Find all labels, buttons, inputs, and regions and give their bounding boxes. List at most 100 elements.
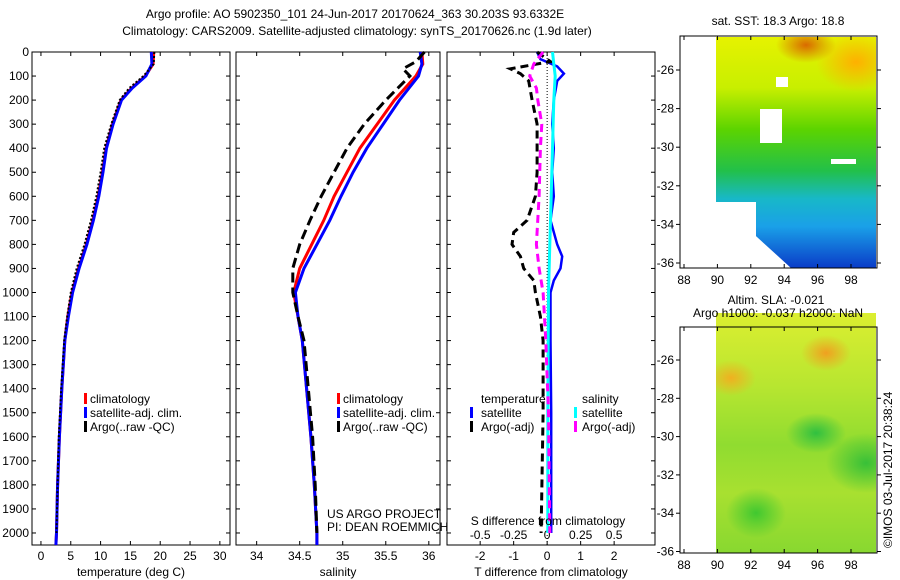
legend-title-salinity: salinity xyxy=(582,392,619,406)
x-tick-label: 34 xyxy=(250,549,264,563)
x-tick-label: 15 xyxy=(124,549,138,563)
y-tick-label: 1900 xyxy=(2,502,29,516)
x-tick-label: 36 xyxy=(422,549,436,563)
x-tick-label: -2 xyxy=(475,549,486,563)
series-line-argo-raw-qc- xyxy=(291,50,426,534)
map-x-tick-label: 90 xyxy=(711,558,725,572)
map-x-tick-label: 88 xyxy=(677,273,691,287)
legend-label: climatology xyxy=(90,392,150,406)
map-x-tick-label: 98 xyxy=(844,273,858,287)
map-x-tick-label: 96 xyxy=(811,558,825,572)
legend-mark-s-satellite xyxy=(574,407,577,418)
legend-label: climatology xyxy=(343,392,403,406)
map-y-tick-label: -34 xyxy=(657,217,675,231)
imos-credit: ©IMOS 03-Jul-2017 20:38:24 xyxy=(881,391,895,548)
s-tick-label: -0.5 xyxy=(470,528,491,542)
y-tick-label: 1300 xyxy=(2,358,29,372)
x-tick-label: 10 xyxy=(94,549,108,563)
difference-legend: temperature satellite Argo(-adj) salinit… xyxy=(470,392,635,528)
map-x-tick-label: 88 xyxy=(677,558,691,572)
legend-label: satellite xyxy=(481,406,522,420)
map-y-tick-label: -36 xyxy=(657,545,675,559)
sst-map-image xyxy=(716,37,876,268)
map-x-tick-label: 90 xyxy=(711,273,725,287)
legend-mark-satellite xyxy=(84,407,87,418)
legend-label: Argo(-adj) xyxy=(481,420,534,434)
difference-panel: -2 -1 0 1 2 -0.5 -0.25 0 0.25 0.5 T difference fro… xyxy=(446,50,656,579)
x-tick-label: 25 xyxy=(183,549,197,563)
map-y-tick-label: -28 xyxy=(657,102,675,116)
sla-map-image xyxy=(716,313,876,553)
x-tick-label: 1 xyxy=(577,549,584,563)
y-tick-label: 1500 xyxy=(2,406,29,420)
legend-mark-satellite xyxy=(337,407,340,418)
y-tick-label: 1700 xyxy=(2,454,29,468)
legend-mark-t-satellite xyxy=(470,407,473,418)
sla-map-frame xyxy=(679,326,878,554)
map-y-tick-label: -32 xyxy=(657,468,675,482)
series-line-t-satellite xyxy=(535,51,566,533)
axes-frame xyxy=(31,51,231,546)
y-tick-label: 1000 xyxy=(2,285,29,299)
x-tick-label: 20 xyxy=(154,549,168,563)
annotation-pi: PI: DEAN ROEMMICH xyxy=(327,520,448,534)
x-tick-label: 35.5 xyxy=(374,549,398,563)
legend-mark-climatology xyxy=(337,393,340,404)
x-tick-label: 0 xyxy=(544,549,551,563)
legend-label: Argo(..raw -QC) xyxy=(343,420,428,434)
axes-frame xyxy=(446,51,656,546)
map-x-tick-label: 94 xyxy=(778,558,792,572)
map-x-tick-label: 98 xyxy=(844,558,858,572)
x-tick-label: 5 xyxy=(67,549,74,563)
series-line-s-argo-adj- xyxy=(528,51,552,534)
map-x-tick-label: 96 xyxy=(811,273,825,287)
map-y-tick-label: -30 xyxy=(657,140,675,154)
x-tick-label: 35 xyxy=(336,549,350,563)
axes-frame xyxy=(235,51,441,546)
y-tick-label: 900 xyxy=(9,261,29,275)
sla-map-title-1: Altim. SLA: -0.021 xyxy=(728,293,825,307)
map-y-tick-label: -36 xyxy=(657,256,675,270)
x-tick-label: 2 xyxy=(611,549,618,563)
y-tick-label: 400 xyxy=(9,141,29,155)
y-tick-label: 1100 xyxy=(3,310,29,324)
salinity-legend: climatology satellite-adj. clim. Argo(..… xyxy=(327,392,448,534)
s-tick-label: 0.25 xyxy=(569,528,593,542)
y-tick-label: 500 xyxy=(9,165,29,179)
y-tick-label: 600 xyxy=(9,189,29,203)
y-tick-label: 200 xyxy=(9,93,29,107)
legend-label: satellite xyxy=(582,406,623,420)
map-y-tick-label: -32 xyxy=(657,179,675,193)
map-y-tick-label: -34 xyxy=(657,506,675,520)
legend-mark-argo xyxy=(337,421,340,432)
map-y-tick-label: -26 xyxy=(657,353,675,367)
x-axis-label: salinity xyxy=(320,565,357,579)
y-tick-label: 0 xyxy=(22,45,29,59)
map-y-tick-label: -28 xyxy=(657,391,675,405)
s-axis-label: S difference from climatology xyxy=(471,514,626,528)
title-line1: Argo profile: AO 5902350_101 24-Jun-2017… xyxy=(146,7,564,21)
map-y-tick-label: -30 xyxy=(657,430,675,444)
legend-mark-argo xyxy=(84,421,87,432)
salinity-panel: 34 34.5 35 35.5 36 salinity xyxy=(235,50,441,579)
series-line-argo-raw-qc- xyxy=(55,51,156,534)
title-line2: Climatology: CARS2009. Satellite-adjuste… xyxy=(122,24,592,38)
y-tick-label: 100 xyxy=(9,69,29,83)
annotation-project: US ARGO PROJECT xyxy=(327,507,442,521)
temperature-legend: climatology satellite-adj. clim. Argo(..… xyxy=(84,392,182,434)
y-tick-label: 1800 xyxy=(2,478,29,492)
series-line-satellite-adj-clim- xyxy=(293,51,424,545)
legend-mark-t-argo xyxy=(470,421,473,432)
legend-label: Argo(..raw -QC) xyxy=(90,420,175,434)
map-x-tick-label: 94 xyxy=(778,273,792,287)
sst-map-axes: 88 90 92 94 96 98 -26 -28 -30 -32 -34 -36 xyxy=(657,36,881,287)
legend-label: Argo(-adj) xyxy=(582,420,635,434)
legend-mark-s-argo xyxy=(574,421,577,432)
y-tick-label: 700 xyxy=(9,213,29,227)
legend-label: satellite-adj. clim. xyxy=(343,406,435,420)
map-y-tick-label: -26 xyxy=(657,63,675,77)
x-tick-label: -1 xyxy=(508,549,519,563)
temperature-panel: 0100200300400500600700800900100011001200… xyxy=(2,45,231,579)
x-axis-label: T difference from climatology xyxy=(474,565,628,579)
